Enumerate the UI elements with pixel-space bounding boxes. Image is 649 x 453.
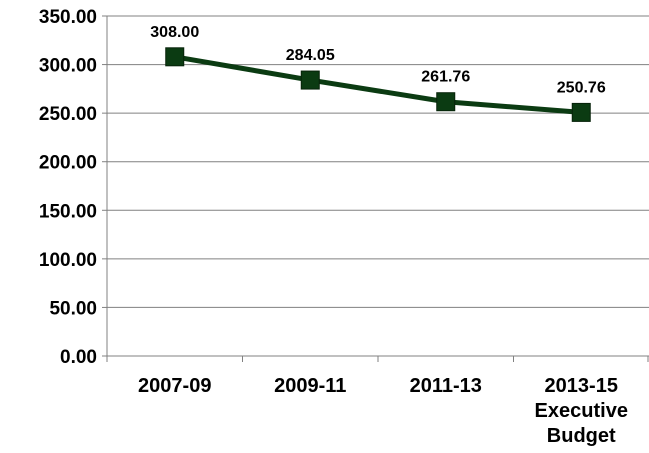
data-labels: 308.00 284.05 261.76 250.76 bbox=[150, 24, 606, 97]
data-label: 250.76 bbox=[557, 79, 606, 96]
data-point-marker bbox=[436, 92, 456, 112]
x-tick-label-line: Budget bbox=[547, 425, 616, 447]
data-label: 308.00 bbox=[150, 24, 199, 41]
x-axis-tick-labels: 2007-09 2009-11 2011-13 2013-15 Executive Bud… bbox=[138, 375, 628, 447]
data-point-marker bbox=[165, 47, 185, 67]
data-point-marker bbox=[571, 102, 591, 122]
data-label: 284.05 bbox=[286, 47, 335, 64]
y-tick-label: 100.00 bbox=[39, 250, 97, 271]
x-tick-label: 2007-09 bbox=[138, 375, 211, 397]
data-point-marker bbox=[300, 70, 320, 90]
y-tick-label: 350.00 bbox=[39, 7, 97, 28]
axes bbox=[102, 15, 649, 362]
x-tick-label-line: 2013-15 bbox=[545, 375, 618, 397]
y-tick-label: 0.00 bbox=[60, 347, 97, 368]
x-tick-label: 2009-11 bbox=[274, 375, 346, 397]
gridlines bbox=[107, 15, 649, 308]
y-tick-label: 200.00 bbox=[39, 153, 97, 174]
x-tick-label-line: Executive bbox=[535, 400, 628, 422]
x-tick-label-line: 2009-11 bbox=[274, 375, 346, 397]
y-axis-tick-labels: 0.00 50.00 100.00 150.00 200.00 250.00 300.00 3… bbox=[39, 7, 97, 368]
series-group bbox=[165, 47, 591, 122]
x-tick-label-line: 2007-09 bbox=[138, 375, 211, 397]
x-tick-label: 2013-15 Executive Budget bbox=[535, 375, 628, 447]
x-tick-label-line: 2011-13 bbox=[410, 375, 482, 397]
data-label: 261.76 bbox=[421, 69, 470, 86]
y-tick-label: 150.00 bbox=[39, 201, 97, 222]
x-tick-label: 2011-13 bbox=[410, 375, 482, 397]
y-tick-label: 50.00 bbox=[49, 298, 97, 319]
y-tick-label: 250.00 bbox=[39, 104, 97, 125]
y-tick-label: 300.00 bbox=[39, 56, 97, 77]
series-line bbox=[174, 54, 582, 115]
